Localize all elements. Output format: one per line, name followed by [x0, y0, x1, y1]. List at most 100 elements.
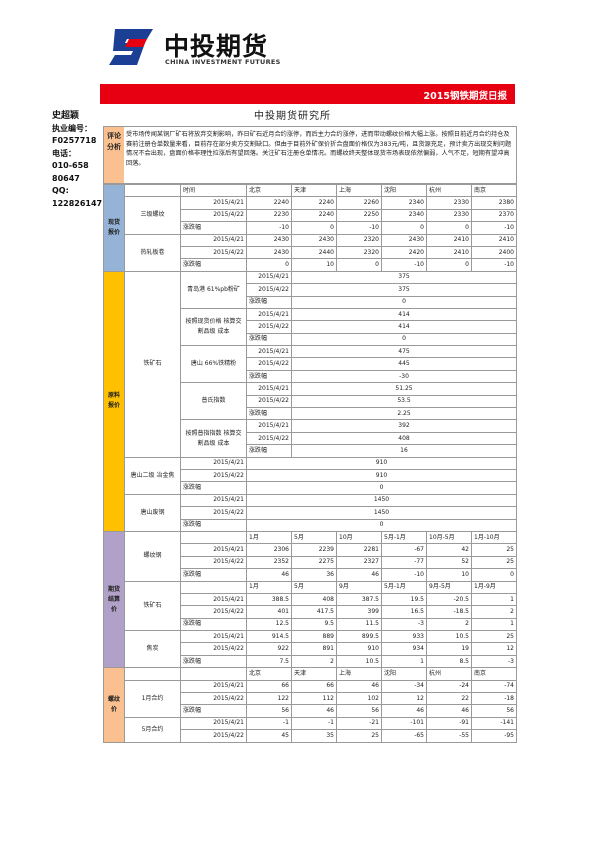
product-name: 焦炭	[124, 630, 181, 669]
price-value: 56	[471, 704, 517, 718]
price-value: 2320	[336, 233, 382, 247]
price-value: 2330	[426, 208, 472, 223]
price-value: 2410	[426, 233, 472, 247]
price-value: 910	[246, 456, 517, 471]
product-name: 铁矿石	[124, 580, 181, 632]
price-value: 0	[246, 481, 517, 495]
price-value: 2400	[471, 245, 517, 260]
product-name: 铁矿石	[124, 270, 181, 458]
price-value: 0	[426, 221, 472, 235]
column-header: 9月-5月	[426, 580, 472, 594]
price-value: 2260	[336, 196, 382, 210]
table-row: 螺纹价 北京 天津 上海 沈阳 杭州 南京	[103, 667, 517, 743]
price-value: -30	[291, 369, 517, 384]
table-row: 2015/4/22 922 891 910 934 19 12	[104, 642, 517, 656]
column-header: 5月-1月	[381, 530, 427, 545]
price-value: -21	[336, 716, 382, 731]
price-value: -10	[381, 568, 427, 582]
column-header: 1月-9月	[471, 580, 517, 594]
price-value: 2430	[381, 233, 427, 247]
qq-label: QQ:	[52, 186, 69, 195]
column-header: 10月-5月	[426, 530, 472, 545]
price-value: 2	[426, 617, 472, 632]
price-value: 891	[291, 642, 337, 656]
table-row: 5月合约 2015/4/21 -1 -1 -21 -101 -91 -141	[104, 716, 517, 743]
price-value: -10	[336, 221, 382, 235]
column-header: 1月-10月	[471, 530, 517, 545]
report-title: 2015钢铁期货日报	[423, 91, 507, 102]
price-value: -1	[291, 716, 337, 731]
product-name: 螺纹钢	[124, 530, 181, 582]
price-value: 2239	[291, 543, 337, 557]
table-row: 2015/4/22 1450	[104, 506, 517, 520]
row-date: 2015/4/22	[180, 605, 247, 619]
price-value: -3	[471, 654, 517, 669]
price-value: 46	[246, 568, 292, 582]
row-date: 涨跌幅	[246, 369, 292, 384]
price-value: 12	[381, 691, 427, 706]
row-date: 涨跌幅	[246, 407, 292, 421]
row-date: 2015/4/21	[246, 345, 292, 359]
row-date: 2015/4/21	[180, 196, 247, 210]
header-blank	[180, 530, 247, 545]
price-value: 414	[291, 320, 517, 334]
product-name: 唐山二级 冶金焦	[124, 456, 181, 495]
price-value: 2430	[246, 233, 292, 247]
row-date: 涨跌幅	[180, 258, 247, 272]
price-value: 934	[381, 642, 427, 656]
price-value: 10	[426, 568, 472, 582]
table-row: 涨跌幅 7.5 2 10.5 1 8.5 -3	[104, 654, 517, 669]
price-value: 19.5	[381, 592, 427, 607]
price-value: 10.5	[336, 654, 382, 669]
price-value: 51.25	[291, 382, 517, 396]
table-row: 2015/4/22 53.5	[104, 394, 517, 409]
price-value: 53.5	[291, 394, 517, 409]
price-value: -3	[381, 617, 427, 632]
price-value: 1450	[246, 506, 517, 520]
price-value: 1	[381, 654, 427, 669]
price-value: -10	[246, 221, 292, 235]
price-value: 2240	[246, 196, 292, 210]
price-value: 10.5	[426, 630, 472, 644]
phone-label: 电话：	[52, 148, 76, 158]
analyst-info: 史超颖 执业编号： F0257718 电话： 010-65880647 QQ: …	[52, 110, 102, 210]
row-date: 涨跌幅	[246, 444, 292, 458]
price-value: -10	[471, 258, 517, 272]
row-date: 2015/4/22	[246, 394, 292, 409]
sub-product-name: 普氏指数	[180, 382, 247, 421]
price-value: 475	[291, 345, 517, 359]
row-date: 2015/4/22	[180, 468, 247, 483]
table-row: 2015/4/22 445	[104, 357, 517, 371]
price-value: 52	[426, 555, 472, 570]
row-date: 涨跌幅	[180, 221, 247, 235]
price-value: 0	[471, 568, 517, 582]
table-row: 涨跌幅 0	[104, 295, 517, 309]
column-header: 杭州	[426, 667, 472, 681]
row-date: 涨跌幅	[246, 332, 292, 347]
price-value: 0	[426, 258, 472, 272]
price-value: 46	[336, 679, 382, 694]
price-value: 16	[291, 444, 517, 458]
row-date: 2015/4/22	[180, 729, 247, 743]
sub-product-name: 青岛港 61%pb粉矿	[180, 270, 247, 309]
price-value: -24	[426, 679, 472, 694]
price-value: 899.5	[336, 630, 382, 644]
row-date: 2015/4/21	[180, 592, 247, 607]
price-value: 9.5	[291, 617, 337, 632]
price-value: 2370	[471, 208, 517, 223]
price-value: 914.5	[246, 630, 292, 644]
commentary-box: 评论分析 受市场传闻某铜厂矿石将放弃交割影响，昨日矿石近月合约涨停，而后主力合约…	[103, 126, 517, 184]
price-value: -95	[471, 729, 517, 743]
table-row: 原料报价 铁矿石 青岛港 61%pb粉矿 2015/4/21 375	[103, 270, 517, 532]
column-header: 10月	[336, 530, 382, 545]
price-value: 102	[336, 691, 382, 706]
row-date: 2015/4/21	[180, 716, 247, 731]
table-row: 涨跌幅 46 36 46 -10 10 0	[104, 568, 517, 582]
price-value: 42	[426, 543, 472, 557]
price-value: 445	[291, 357, 517, 371]
row-date: 2015/4/22	[246, 431, 292, 446]
price-value: 7.5	[246, 654, 292, 669]
section-label-spot: 现货报价	[103, 184, 125, 272]
header-blank	[124, 667, 181, 681]
price-value: -91	[426, 716, 472, 731]
